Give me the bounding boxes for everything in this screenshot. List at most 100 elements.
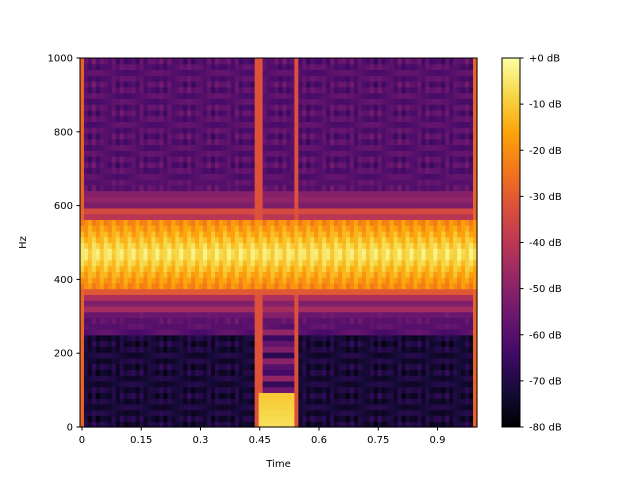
heatmap-cell: [147, 294, 153, 301]
heatmap-cell: [211, 317, 216, 324]
heatmap-cell: [211, 190, 216, 197]
heatmap-cell: [139, 225, 145, 232]
heatmap-cell: [222, 207, 228, 215]
heatmap-cell: [199, 415, 204, 422]
heatmap-cell: [179, 127, 184, 134]
heatmap-cell: [199, 259, 204, 267]
heatmap-cell: [318, 115, 323, 123]
heatmap-cell: [147, 259, 153, 267]
heatmap-cell: [373, 421, 379, 428]
heatmap-cell: [171, 92, 176, 99]
heatmap-cell: [254, 311, 260, 319]
heatmap-cell: [357, 375, 363, 382]
heatmap-cell: [353, 334, 359, 342]
heatmap-cell: [349, 127, 355, 134]
heatmap-cell: [115, 132, 121, 140]
heatmap-cell: [330, 86, 335, 94]
heatmap-cell: [330, 196, 335, 203]
heatmap-cell: [175, 305, 180, 313]
heatmap-cell: [357, 392, 363, 399]
heatmap-cell: [385, 121, 391, 128]
heatmap-cell: [254, 369, 260, 376]
heatmap-cell: [119, 352, 125, 359]
heatmap-cell: [238, 403, 244, 411]
heatmap-cell: [278, 207, 284, 215]
heatmap-cell: [278, 392, 284, 399]
heatmap-cell: [242, 219, 248, 226]
heatmap-cell: [373, 305, 379, 313]
heatmap-cell: [238, 81, 244, 88]
heatmap-cell: [143, 144, 149, 151]
heatmap-cell: [91, 259, 97, 267]
heatmap-cell: [250, 386, 256, 394]
heatmap-cell: [175, 403, 180, 411]
heatmap-cell: [211, 75, 216, 82]
heatmap-cell: [195, 63, 200, 71]
heatmap-cell: [365, 294, 371, 301]
heatmap-cell: [345, 219, 351, 226]
heatmap-cell: [230, 161, 236, 169]
heatmap-cell: [143, 305, 149, 313]
heatmap-cell: [131, 259, 137, 267]
heatmap-cell: [151, 58, 157, 65]
heatmap-cell: [353, 127, 359, 134]
heatmap-cell: [214, 352, 220, 359]
heatmap-cell: [294, 207, 299, 215]
heatmap-cell: [103, 369, 109, 376]
heatmap-cell: [103, 392, 109, 399]
heatmap-cell: [203, 346, 208, 353]
heatmap-cell: [163, 219, 168, 226]
heatmap-cell: [119, 409, 125, 417]
heatmap-cell: [222, 346, 228, 353]
heatmap-cell: [199, 392, 204, 399]
heatmap-cell: [318, 340, 323, 347]
heatmap-cell: [234, 403, 240, 411]
heatmap-cell: [195, 150, 200, 157]
heatmap-cell: [246, 161, 252, 169]
heatmap-cell: [286, 346, 292, 353]
heatmap-cell: [107, 317, 113, 324]
heatmap-cell: [250, 392, 256, 399]
heatmap-cell: [111, 334, 117, 342]
heatmap-cell: [147, 190, 153, 197]
heatmap-cell: [286, 132, 292, 140]
heatmap-cell: [203, 104, 208, 111]
heatmap-cell: [250, 161, 256, 169]
heatmap-cell: [218, 340, 224, 347]
heatmap-cell: [258, 323, 264, 330]
heatmap-cell: [203, 409, 208, 417]
heatmap-cell: [338, 207, 343, 215]
heatmap-cell: [278, 363, 284, 370]
heatmap-cell: [203, 415, 208, 422]
heatmap-cell: [242, 242, 248, 249]
heatmap-cell: [286, 115, 292, 123]
heatmap-cell: [187, 265, 192, 272]
heatmap-cell: [318, 300, 323, 307]
heatmap-cell: [151, 104, 157, 111]
heatmap-cell: [298, 179, 303, 186]
heatmap-cell: [314, 179, 319, 186]
heatmap-cell: [298, 340, 303, 347]
heatmap-cell: [91, 109, 97, 117]
heatmap-cell: [254, 375, 260, 382]
heatmap-cell: [246, 340, 252, 347]
heatmap-cell: [183, 415, 188, 422]
heatmap-cell: [99, 369, 105, 376]
heatmap-cell: [286, 415, 292, 422]
heatmap-cell: [338, 369, 343, 376]
heatmap-cell: [274, 115, 280, 123]
heatmap-cell: [222, 392, 228, 399]
heatmap-cell: [218, 328, 224, 336]
heatmap-cell: [310, 230, 315, 238]
heatmap-cell: [95, 265, 101, 272]
heatmap-cell: [298, 121, 303, 128]
heatmap-cell: [111, 179, 117, 186]
heatmap-cell: [290, 294, 295, 301]
heatmap-cell: [119, 254, 125, 261]
heatmap-cell: [222, 328, 228, 336]
heatmap-cell: [310, 138, 315, 146]
heatmap-cell: [83, 369, 89, 376]
heatmap-cell: [211, 328, 216, 336]
heatmap-cell: [282, 127, 288, 134]
heatmap-cell: [167, 323, 172, 330]
